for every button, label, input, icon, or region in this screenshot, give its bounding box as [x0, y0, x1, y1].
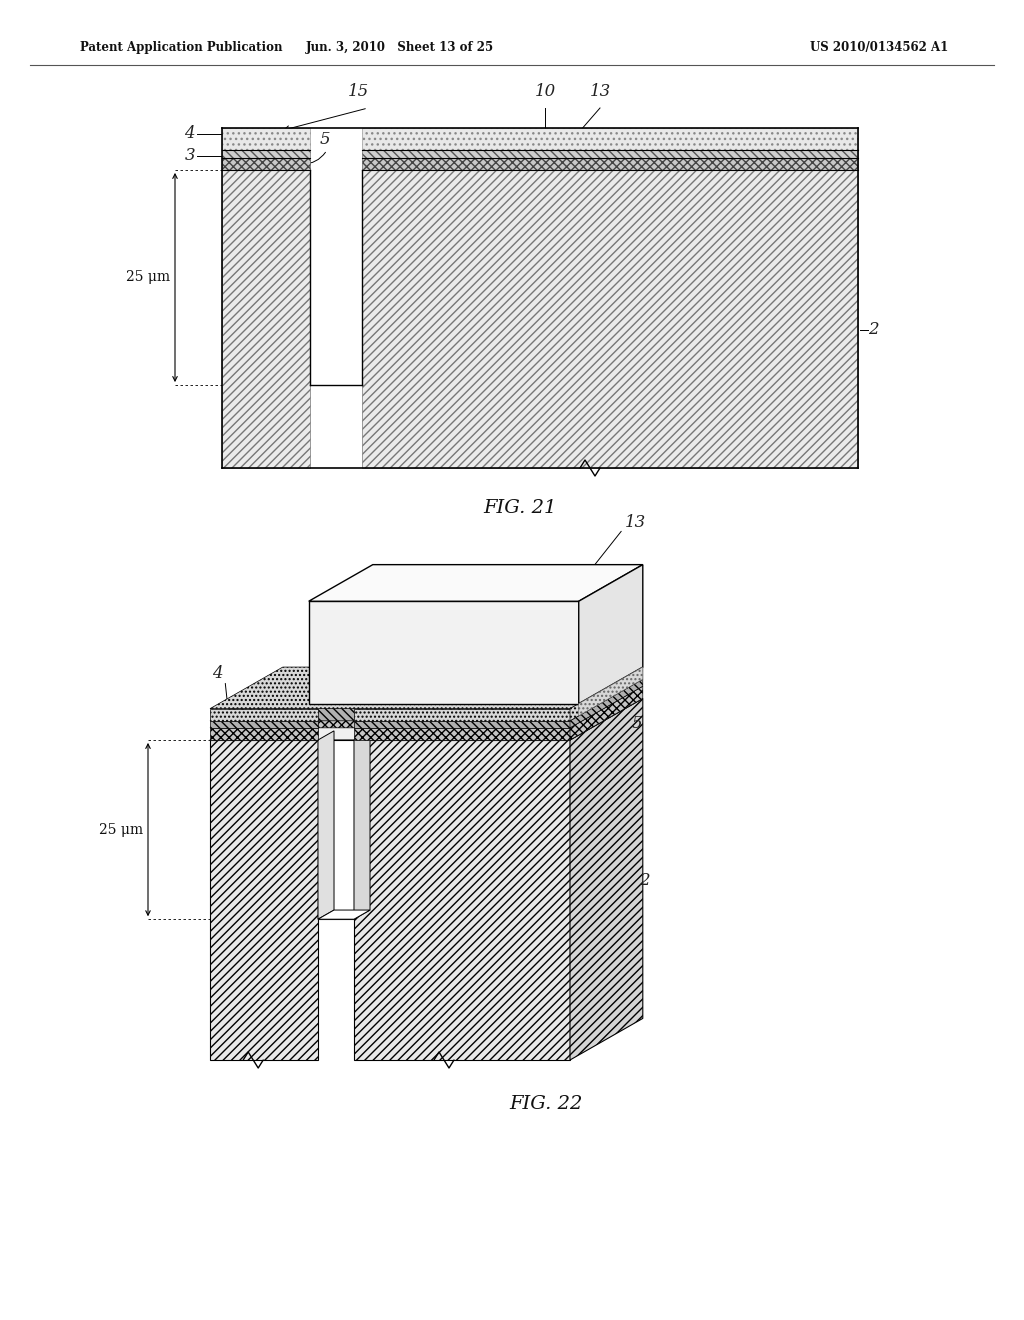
Polygon shape	[210, 667, 643, 709]
Text: 12: 12	[468, 661, 488, 678]
Polygon shape	[354, 741, 570, 1060]
Bar	[362, 170, 858, 469]
Polygon shape	[318, 909, 370, 919]
Text: 3: 3	[184, 148, 195, 165]
Text: 2: 2	[868, 322, 879, 338]
Text: Jun. 3, 2010   Sheet 13 of 25: Jun. 3, 2010 Sheet 13 of 25	[306, 41, 494, 54]
Text: US 2010/0134562 A1: US 2010/0134562 A1	[810, 41, 948, 54]
Polygon shape	[210, 680, 643, 721]
Bar	[222, 170, 310, 469]
Text: 25 μm: 25 μm	[126, 271, 170, 285]
Bar	[222, 158, 310, 170]
Polygon shape	[579, 565, 643, 704]
Text: 3: 3	[632, 684, 643, 701]
Text: 2: 2	[639, 873, 650, 890]
Polygon shape	[318, 741, 354, 919]
Text: 10: 10	[412, 668, 433, 685]
Text: 13: 13	[590, 83, 610, 100]
Polygon shape	[570, 680, 643, 727]
Bar	[362, 158, 858, 170]
Polygon shape	[354, 727, 570, 741]
Polygon shape	[309, 565, 643, 601]
Polygon shape	[210, 727, 318, 741]
Text: 15: 15	[314, 638, 336, 655]
Polygon shape	[579, 667, 643, 715]
Text: 4: 4	[212, 665, 223, 682]
Text: FIG. 21: FIG. 21	[483, 499, 557, 517]
Polygon shape	[570, 686, 643, 741]
Text: 25 μm: 25 μm	[99, 822, 143, 837]
Text: FIG. 22: FIG. 22	[510, 1096, 583, 1113]
Polygon shape	[309, 601, 579, 704]
Bar	[222, 150, 310, 158]
Polygon shape	[354, 709, 570, 721]
Polygon shape	[570, 698, 643, 1060]
Bar	[362, 128, 858, 150]
Polygon shape	[570, 667, 643, 721]
Polygon shape	[210, 686, 643, 727]
Bar	[362, 150, 858, 158]
Polygon shape	[210, 698, 643, 741]
Text: 13: 13	[625, 513, 646, 531]
Text: 15: 15	[347, 83, 369, 100]
Polygon shape	[210, 709, 318, 721]
Text: 4: 4	[184, 125, 195, 143]
Polygon shape	[210, 741, 318, 1060]
Text: 5: 5	[319, 131, 331, 148]
Polygon shape	[354, 731, 370, 919]
Polygon shape	[354, 721, 570, 727]
Bar	[222, 128, 310, 150]
Text: 10: 10	[535, 83, 556, 100]
Text: Patent Application Publication: Patent Application Publication	[80, 41, 283, 54]
Polygon shape	[210, 721, 318, 727]
Polygon shape	[318, 731, 334, 919]
Text: 5: 5	[632, 715, 643, 733]
Bar	[310, 170, 362, 385]
